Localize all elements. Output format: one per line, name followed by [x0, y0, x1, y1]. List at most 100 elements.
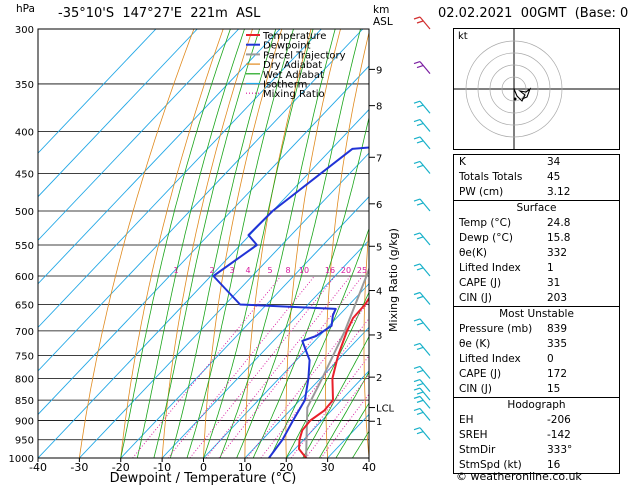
indices-panel: K 34 Totals Totals 45 PW (cm) 3.12 Surface Te…: [453, 154, 620, 474]
hodograph-panel: kt: [453, 28, 620, 150]
wind-barb: [413, 16, 431, 30]
wet-adiabat-line: [170, 29, 277, 458]
wind-barb: [413, 379, 431, 392]
mixing-ratio-label: 25: [357, 266, 367, 275]
isotherm-line: [203, 283, 369, 458]
index-row: Totals Totals 45: [454, 170, 619, 185]
mixing-ratio-label: 4: [245, 266, 250, 275]
wind-barb: [413, 263, 431, 277]
hodograph-unit: kt: [458, 31, 468, 42]
height-tick-label: 2: [376, 373, 382, 384]
surface-label: Lifted Index: [459, 262, 521, 274]
surface-row: Lifted Index 1: [454, 261, 619, 276]
surface-row: Dewp (°C) 15.8: [454, 231, 619, 246]
isotherm-line: [38, 29, 198, 198]
hodograph-value: -142: [547, 429, 571, 441]
wet-adiabat-line: [285, 291, 369, 458]
mixing-ratio-line: [132, 275, 282, 458]
most-unstable-row: θe (K) 335: [454, 337, 619, 352]
isotherm-line: [38, 65, 369, 416]
legend-label: Dry Adiabat: [263, 60, 322, 71]
height-tick-label: 8: [376, 102, 382, 113]
pressure-tick-label: 300: [15, 25, 34, 36]
hodograph-title: Hodograph: [507, 399, 566, 411]
hodograph-row: StmDir 333°: [454, 443, 619, 458]
wet-adiabat-line: [252, 115, 369, 458]
most-unstable-value: 15: [547, 383, 561, 395]
mixing-ratio-line: [205, 275, 351, 458]
wet-adiabat-line: [335, 402, 369, 458]
most-unstable-label: CAPE (J): [459, 368, 502, 380]
surface-value: 203: [547, 292, 568, 304]
dry-adiabat-line: [161, 29, 253, 458]
mixing-ratio-label: 3: [229, 266, 234, 275]
dry-adiabat-line: [79, 29, 195, 458]
mixing-ratio-label: 1: [173, 266, 178, 275]
mixing-ratio-label: 5: [267, 266, 272, 275]
wind-barb: [413, 427, 431, 441]
temperature-tick-label: 0: [200, 461, 207, 474]
dry-adiabat-line: [120, 29, 224, 458]
dry-adiabat-line: [244, 29, 312, 458]
surface-row: CAPE (J) 31: [454, 276, 619, 291]
surface-label: θe(K): [459, 247, 487, 259]
surface-label: Dewp (°C): [459, 232, 513, 244]
pressure-tick-label: 1000: [9, 454, 34, 465]
wet-adiabat-line: [120, 29, 231, 458]
index-row: PW (cm) 3.12: [454, 185, 619, 200]
index-label: PW (cm): [459, 186, 504, 198]
temperature-tick-label: 30: [321, 461, 335, 474]
most-unstable-value: 172: [547, 368, 568, 380]
pressure-tick-label: 950: [15, 436, 34, 447]
dry-adiabat-line: [203, 29, 283, 458]
hodograph-label: StmSpd (kt): [459, 459, 522, 471]
surface-value: 15.8: [547, 232, 571, 244]
isotherm-line: [38, 108, 369, 458]
hodograph-label: SREH: [459, 429, 488, 441]
mixing-ratio-line: [167, 275, 315, 458]
isotherm-line: [38, 29, 240, 241]
legend-label: Wet Adiabat: [263, 70, 324, 81]
sounding-datetime: 02.02.2021 00GMT (Base: 00): [438, 6, 629, 21]
mixing-ratio-label: 16: [325, 266, 335, 275]
most-unstable-value: 335: [547, 338, 568, 350]
isotherm-line: [285, 370, 369, 458]
temperature-tick-label: -20: [112, 461, 130, 474]
height-tick-label: 7: [376, 153, 382, 164]
most-unstable-row: Pressure (mb) 839: [454, 322, 619, 337]
wind-barb: [413, 291, 431, 305]
surface-label: Temp (°C): [459, 217, 512, 229]
mixing-ratio-label: 10: [299, 266, 309, 275]
isotherm-line: [38, 29, 157, 154]
temperature-tick-label: 40: [362, 461, 376, 474]
wind-barb: [413, 136, 431, 150]
wet-adiabat-line: [186, 29, 294, 458]
hodograph-row: StmSpd (kt) 16: [454, 458, 619, 473]
hodograph-row: SREH -142: [454, 428, 619, 443]
pressure-tick-label: 550: [15, 241, 34, 252]
hodograph-label: StmDir: [459, 444, 496, 456]
most-unstable-row: CIN (J) 15: [454, 382, 619, 397]
temperature-tick-label: 20: [279, 461, 293, 474]
asl-label: ASL: [373, 16, 393, 28]
hodograph-label: EH: [459, 414, 474, 426]
mixing-ratio-line: [305, 373, 369, 458]
wind-barb: [413, 387, 431, 401]
pressure-tick-label: 800: [15, 374, 34, 385]
mixing-ratio-line: [246, 300, 369, 458]
wind-barb: [413, 318, 431, 332]
temperature-tick-label: 10: [238, 461, 252, 474]
right-axis-label: Mixing Ratio (g/kg): [387, 228, 400, 332]
most-unstable-value: 839: [547, 323, 568, 335]
legend-label: Parcel Trajectory: [263, 50, 346, 61]
legend-label: Temperature: [262, 31, 326, 42]
wet-adiabat-line: [219, 29, 336, 458]
hodograph-value: -206: [547, 414, 571, 426]
isotherm-line: [79, 152, 369, 458]
wind-barb: [413, 342, 431, 356]
index-label: Totals Totals: [459, 171, 523, 183]
km-label: km: [373, 4, 390, 16]
height-tick-label: 9: [376, 65, 382, 76]
wind-barb: [413, 198, 431, 212]
